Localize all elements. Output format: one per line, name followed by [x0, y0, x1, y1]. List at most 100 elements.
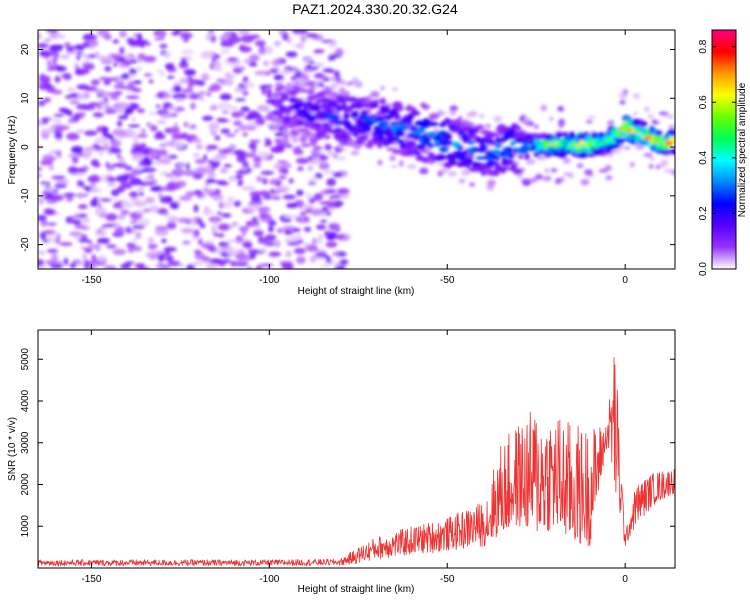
heatmap-cell [322, 68, 334, 73]
heatmap-cell [326, 178, 337, 187]
heatmap-cell [162, 93, 172, 99]
heatmap-cell [576, 163, 584, 169]
heatmap-cell [199, 222, 206, 229]
heatmap-cell [194, 249, 202, 254]
heatmap-cell [325, 241, 338, 248]
y-tick-label: 10 [20, 92, 31, 104]
heatmap-cell [101, 93, 107, 99]
heatmap-cell [362, 125, 372, 133]
heatmap-cell [83, 35, 98, 40]
heatmap-cell [317, 233, 324, 240]
heatmap-cell [51, 253, 59, 262]
heatmap-cell [163, 251, 171, 256]
heatmap-cell [529, 177, 537, 183]
heatmap-cell [549, 117, 554, 121]
heatmap-cell [392, 136, 399, 142]
heatmap-cell [294, 215, 305, 219]
heatmap-cell [492, 156, 501, 160]
heatmap-cell [205, 178, 217, 183]
heatmap-cell [144, 197, 156, 204]
heatmap-cell [360, 110, 367, 115]
heatmap-cell [55, 126, 67, 131]
heatmap-cell [307, 181, 317, 185]
heatmap-cell [64, 95, 72, 99]
heatmap-cell [211, 83, 220, 91]
heatmap-cell [234, 262, 249, 267]
heatmap-cell [518, 154, 524, 160]
heatmap-cell [669, 149, 675, 155]
heatmap-cell [407, 164, 417, 170]
heatmap-cell [50, 194, 64, 202]
heatmap-cell [336, 155, 347, 161]
heatmap-cell [149, 205, 160, 213]
heatmap-cell [633, 112, 638, 116]
heatmap-cell [272, 125, 279, 131]
heatmap-cell [288, 96, 299, 104]
heatmap-cell [310, 149, 319, 155]
heatmap-cell [362, 135, 368, 141]
heatmap-cell [180, 88, 194, 94]
heatmap-cell [94, 137, 108, 145]
heatmap-cell [295, 42, 305, 49]
heatmap-cell [399, 131, 405, 137]
heatmap-cell [380, 97, 386, 105]
heatmap-cell [167, 107, 178, 112]
x-tick-label: -50 [440, 275, 455, 286]
heatmap-cell [257, 206, 271, 213]
heatmap-cell [120, 181, 133, 189]
heatmap-cell [155, 131, 163, 137]
heatmap-cell [494, 167, 500, 174]
heatmap-cell [292, 114, 298, 120]
heatmap-cell [219, 168, 228, 174]
colorbar-tick-label: 0.0 [698, 262, 709, 276]
heatmap-cell [326, 235, 336, 241]
heatmap-cell [88, 175, 101, 183]
heatmap-cell [328, 103, 339, 109]
heatmap-cell [462, 150, 468, 157]
heatmap-cell [301, 88, 308, 93]
heatmap-cell [239, 66, 246, 71]
heatmap-cell [124, 53, 132, 61]
heatmap-cell [38, 32, 42, 40]
heatmap-cell [258, 47, 266, 54]
heatmap-cell [247, 248, 259, 254]
heatmap-cell [327, 223, 341, 227]
heatmap-cell [194, 158, 207, 165]
heatmap-cell [117, 214, 126, 220]
heatmap-cell [133, 246, 143, 252]
heatmap-cell [201, 256, 211, 262]
heatmap-cell [311, 256, 324, 260]
heatmap-cell [266, 93, 273, 99]
heatmap-cell [643, 153, 653, 157]
heatmap-cell [136, 134, 148, 138]
heatmap-cell [437, 155, 447, 161]
heatmap-cell [558, 122, 564, 129]
colorbar-tick-label: 0.2 [698, 206, 709, 220]
heatmap-cell [66, 110, 73, 117]
heatmap-cell [243, 81, 255, 89]
snr-series-line [38, 356, 675, 567]
heatmap-cell [659, 111, 668, 115]
heatmap-cell [47, 59, 52, 68]
heatmap-cell [494, 161, 500, 166]
heatmap-cell [283, 214, 298, 219]
heatmap-cell [158, 158, 166, 164]
heatmap-cell [240, 34, 255, 43]
heatmap-cell [664, 168, 673, 173]
heatmap-cell [114, 226, 125, 235]
heatmap-cell [274, 146, 285, 153]
heatmap-cell [202, 187, 209, 192]
heatmap-cell [288, 178, 294, 184]
heatmap-cell [208, 122, 220, 130]
heatmap-cell [568, 172, 574, 179]
heatmap-cell [537, 154, 547, 161]
heatmap-cell [337, 144, 344, 150]
heatmap-cell [328, 207, 335, 212]
heatmap-cell [328, 42, 337, 48]
heatmap-cell [46, 236, 57, 243]
heatmap-cell [104, 109, 117, 114]
heatmap-cell [38, 199, 44, 205]
heatmap-cell [240, 106, 249, 111]
heatmap-cell [280, 69, 291, 75]
heatmap-cell [97, 55, 112, 61]
